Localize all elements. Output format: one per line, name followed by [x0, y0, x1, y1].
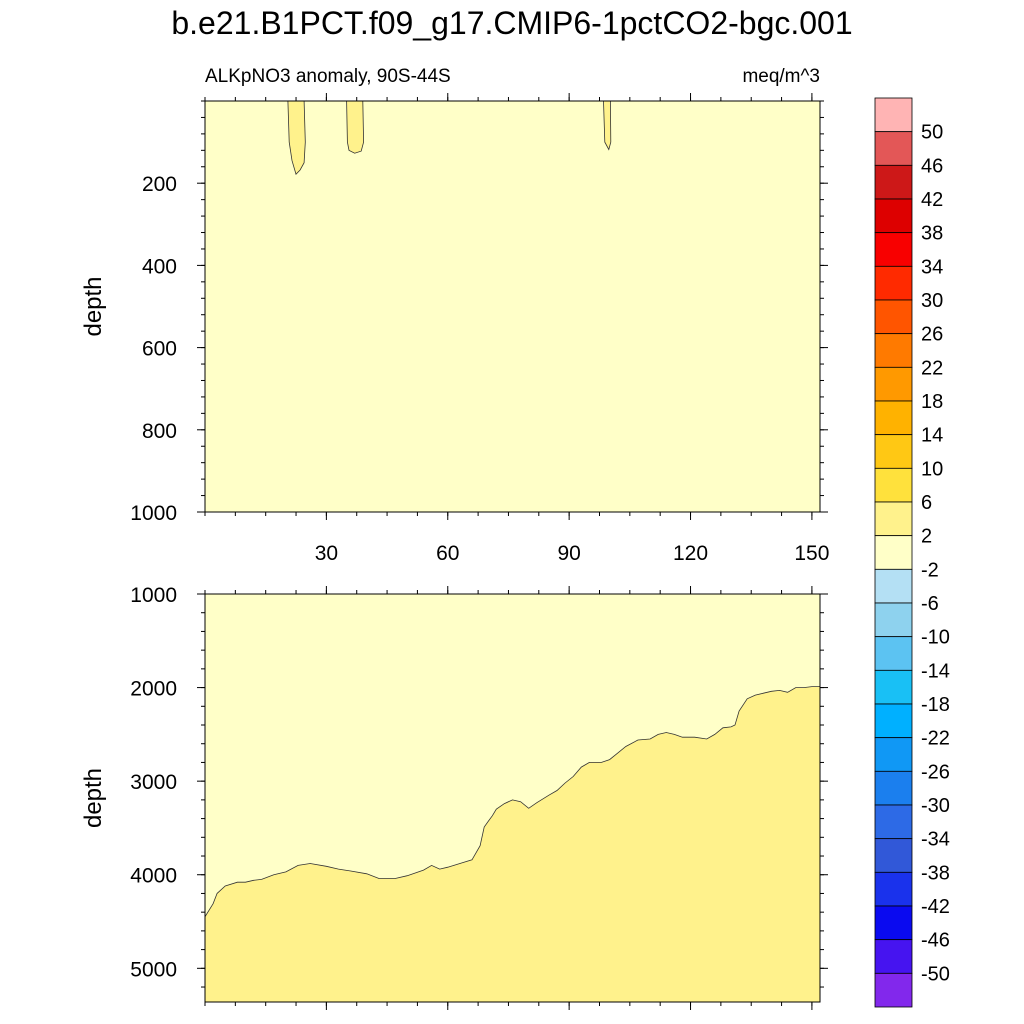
colorbar-label: 18 [921, 391, 943, 413]
contour-region-1 [205, 686, 820, 1002]
colorbar-swatch [874, 434, 913, 469]
colorbar-swatch [874, 905, 913, 941]
colorbar-label: 6 [921, 492, 932, 514]
colorbar-swatch [874, 871, 913, 907]
panel-upper: 200 400 600 800 1000 30 60 90 120 150 depth ALKpNO3… [80, 66, 829, 565]
colorbar-swatch [874, 97, 913, 133]
subtitle-left: ALKpNO3 anomaly, 90S-44S [205, 66, 451, 87]
x-tick-label: 120 [673, 542, 708, 565]
colorbar-swatch [874, 333, 913, 368]
colorbar-swatch [874, 535, 913, 570]
plot-frame [204, 100, 821, 513]
subtitle-right: meq/m^3 [742, 66, 820, 87]
chart-title: b.e21.B1PCT.f09_g17.CMIP6-1pctCO2-bgc.00… [171, 5, 852, 41]
plot-panels: 200 400 600 800 1000 30 60 90 120 150 depth ALKpNO3… [80, 66, 829, 1010]
colorbar-label: 14 [921, 425, 943, 447]
colorbar: 50 46 42 38 34 30 26 22 18 14 10 6 2 -2 -6 -10 -14 -18 -22… [874, 97, 950, 1008]
colorbar-label: -26 [921, 761, 950, 783]
colorbar-label: -14 [921, 660, 950, 682]
colorbar-label: 46 [921, 155, 943, 177]
colorbar-swatch [874, 131, 913, 166]
colorbar-swatch [874, 636, 913, 671]
colorbar-label: 30 [921, 290, 943, 312]
colorbar-label: -46 [921, 930, 950, 952]
colorbar-swatch [874, 400, 913, 436]
colorbar-label: 38 [921, 223, 943, 245]
colorbar-swatch [874, 568, 913, 604]
colorbar-label: -30 [921, 795, 950, 817]
contour-background [205, 101, 820, 512]
colorbar-swatch [874, 972, 913, 1008]
plot-frame [204, 593, 821, 1003]
x-tick-label: 150 [794, 542, 829, 565]
colorbar-swatch [874, 501, 913, 537]
panel-lower: 1000 2000 3000 4000 5000 depth [80, 584, 828, 1010]
y-axis-label: depth [80, 276, 107, 336]
colorbar-swatch [874, 198, 913, 234]
colorbar-label: 26 [921, 324, 943, 346]
y-tick-label: 600 [142, 338, 177, 361]
colorbar-label: 42 [921, 189, 943, 211]
y-tick-label: 800 [142, 420, 177, 443]
colorbar-swatch [874, 770, 913, 806]
colorbar-label: 34 [921, 256, 943, 278]
colorbar-swatch [874, 737, 913, 772]
colorbar-swatch [874, 838, 913, 873]
y-tick-label: 5000 [130, 958, 177, 981]
x-tick-label: 60 [436, 542, 459, 565]
colorbar-label: 50 [921, 122, 943, 144]
colorbar-label: 10 [921, 458, 943, 480]
contour-fill [205, 594, 820, 1002]
colorbar-swatch [874, 804, 913, 840]
colorbar-label: 2 [921, 526, 932, 548]
colorbar-label: -34 [921, 829, 950, 851]
colorbar-label: -2 [921, 559, 939, 581]
colorbar-label: -18 [921, 694, 950, 716]
y-tick-label: 1000 [130, 584, 177, 607]
y-tick-label: 3000 [130, 771, 177, 794]
y-axis-label: depth [80, 768, 107, 828]
contour-region-3 [603, 101, 612, 151]
y-tick-label: 200 [142, 173, 177, 196]
colorbar-label: -50 [921, 963, 950, 985]
x-tick-label: 90 [557, 542, 580, 565]
colorbar-label: -22 [921, 728, 950, 750]
y-tick-label: 2000 [130, 678, 177, 701]
y-tick-label: 1000 [130, 502, 177, 525]
colorbar-swatch [874, 467, 913, 503]
colorbar-swatch [874, 366, 913, 402]
colorbar-label: -42 [921, 896, 950, 918]
colorbar-label: 22 [921, 357, 943, 379]
colorbar-swatch [874, 265, 913, 301]
contour-region-1 [287, 101, 306, 175]
contour-fill [205, 101, 820, 512]
y-tick-label: 400 [142, 255, 177, 278]
colorbar-label: -6 [921, 593, 939, 615]
colorbar-swatch [874, 669, 913, 705]
colorbar-label: -10 [921, 627, 950, 649]
colorbar-swatch [874, 164, 913, 200]
colorbar-swatch [874, 602, 913, 638]
colorbar-swatch [874, 703, 913, 739]
colorbar-swatch [874, 939, 913, 974]
contour-region-2 [346, 101, 365, 154]
colorbar-swatch [874, 299, 913, 335]
y-tick-label: 4000 [130, 865, 177, 888]
x-tick-label: 30 [315, 542, 338, 565]
colorbar-swatch [874, 232, 913, 267]
colorbar-label: -38 [921, 862, 950, 884]
